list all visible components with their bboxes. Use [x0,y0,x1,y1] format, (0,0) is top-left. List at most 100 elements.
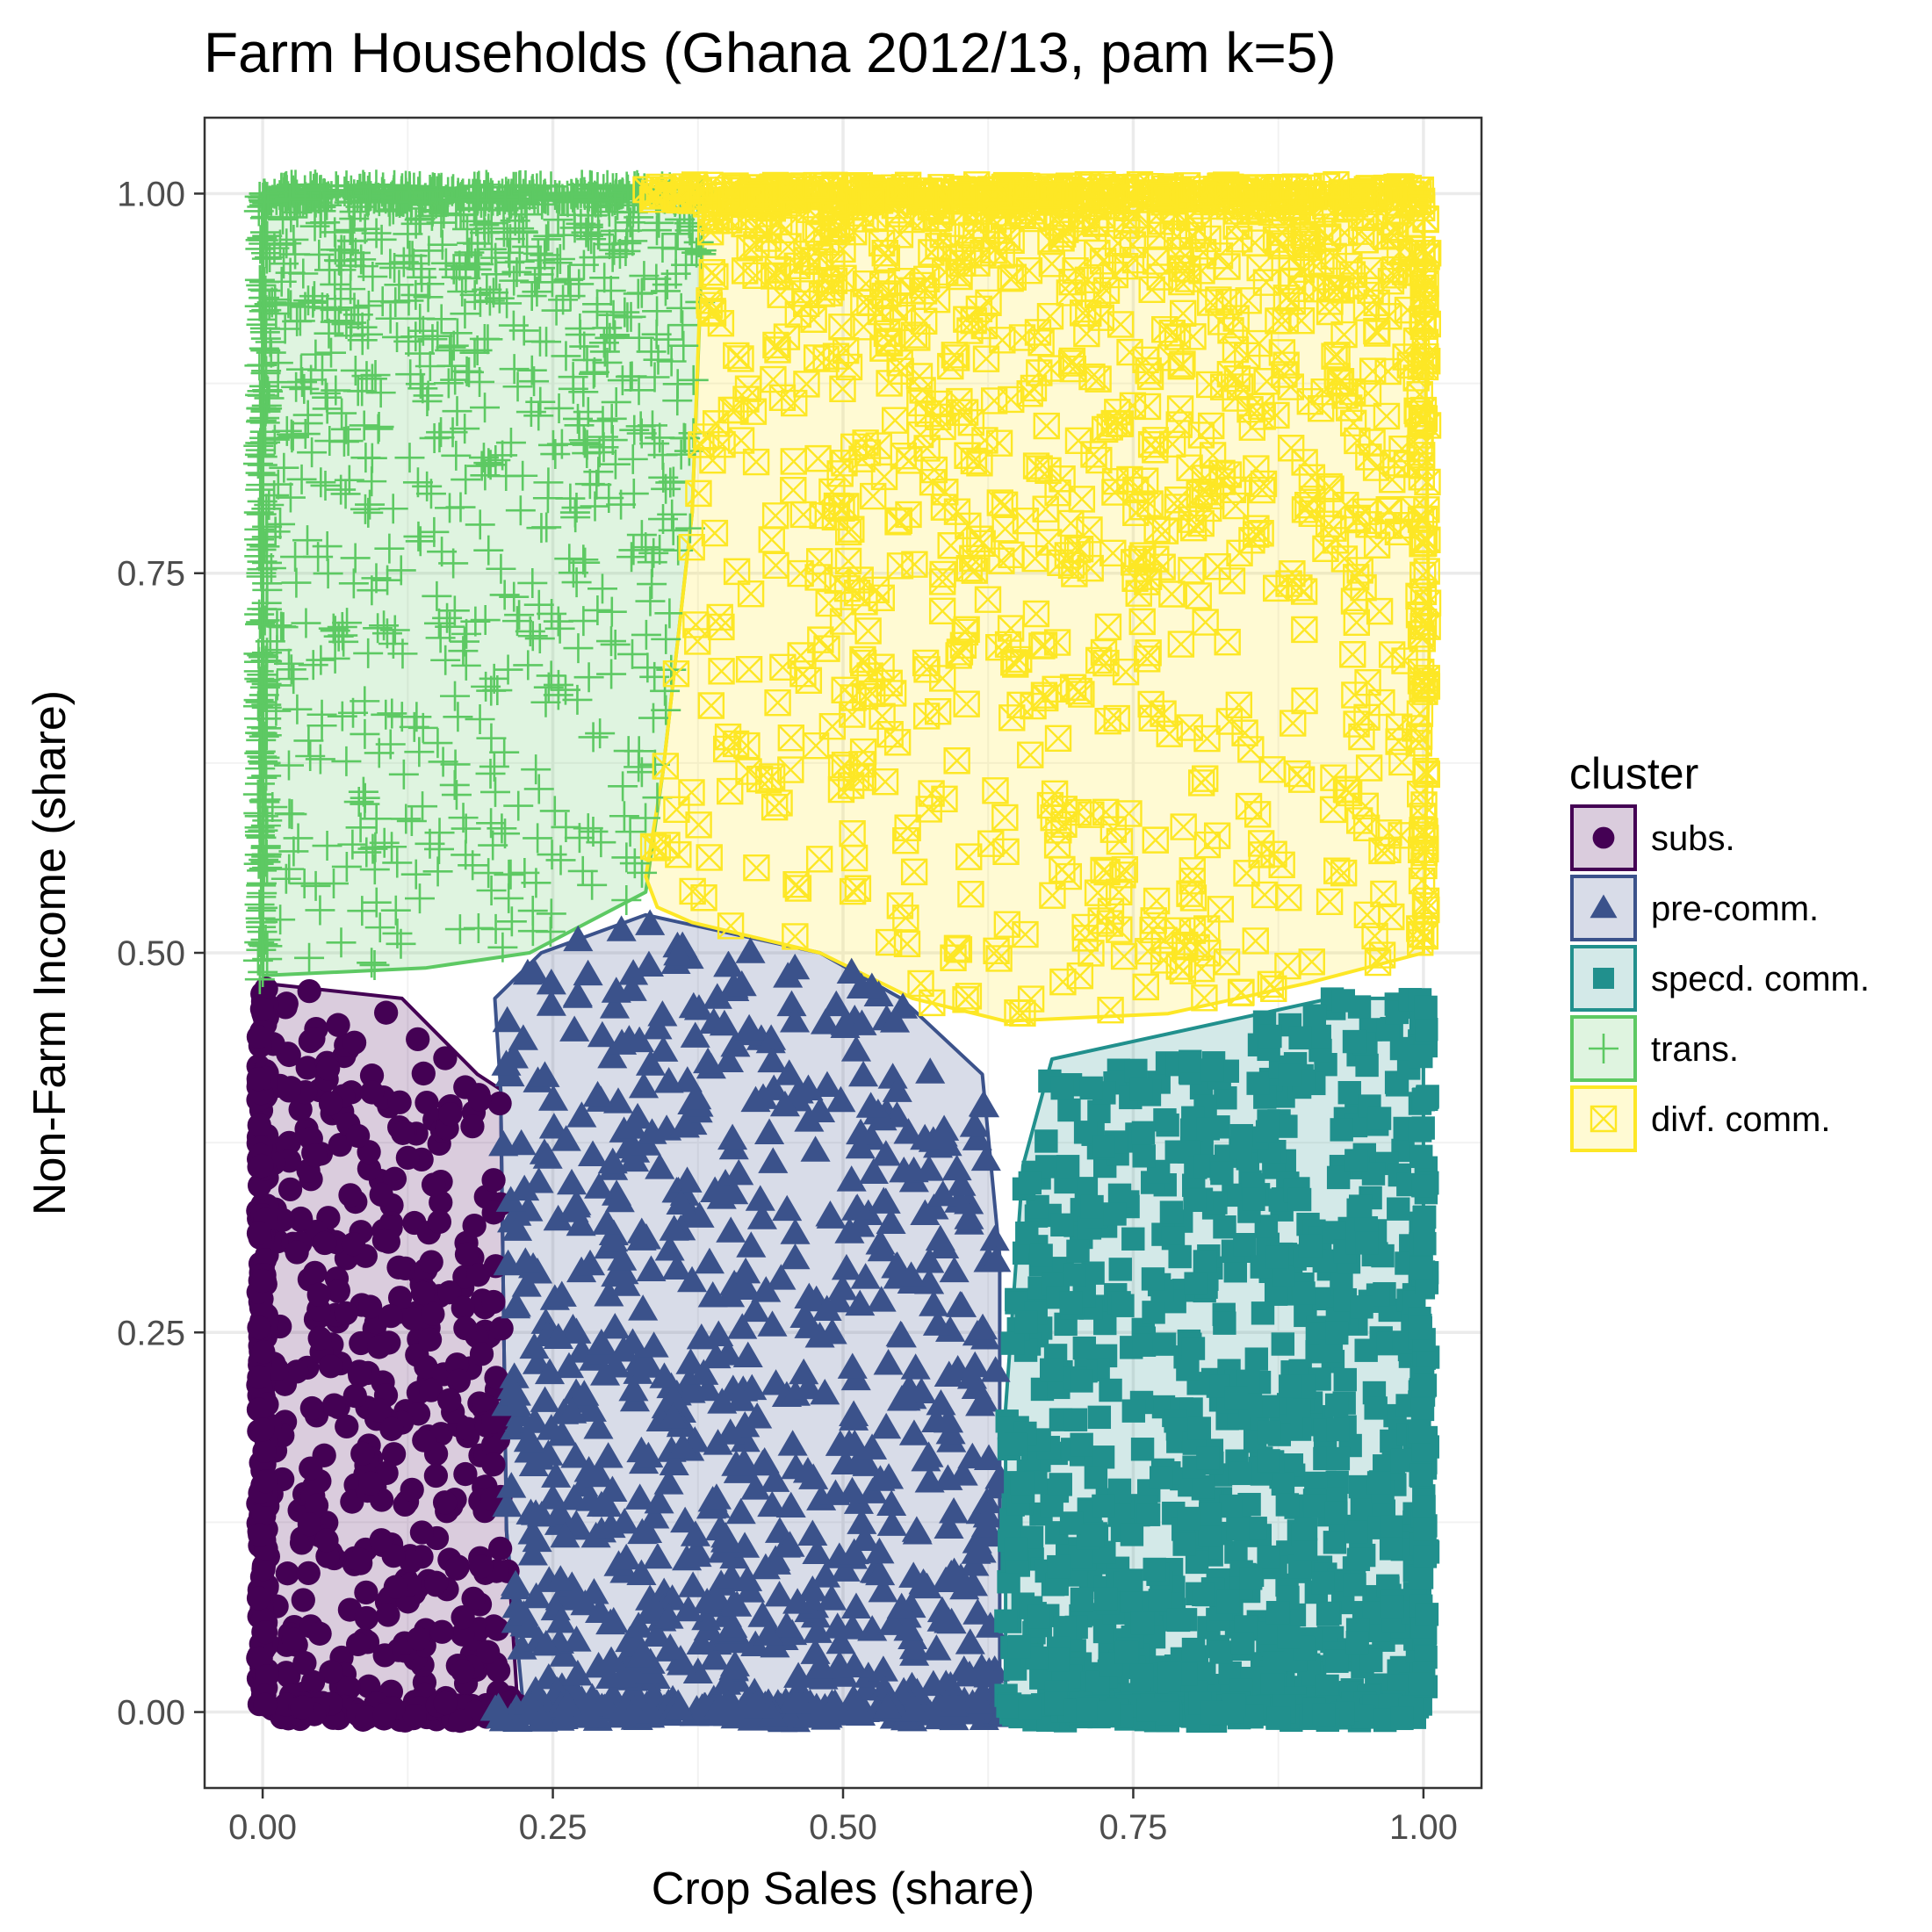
data-point [469,1554,494,1579]
data-point [1050,1076,1074,1100]
data-point [659,1215,689,1241]
data-point [451,1295,475,1321]
data-point [359,1063,385,1088]
data-point [607,1028,638,1055]
data-point [655,1633,686,1660]
data-point [933,1464,963,1490]
data-point [500,1573,530,1600]
data-point [1015,1221,1039,1245]
data-point [559,1584,590,1611]
data-point [1228,1461,1252,1486]
data-point [1311,1571,1335,1595]
data-point [1294,1538,1318,1561]
data-point [1018,1171,1042,1195]
data-point [886,1321,917,1348]
data-point [648,1035,679,1062]
data-point [288,1206,314,1231]
data-point [882,1076,912,1102]
data-point [1330,1118,1353,1142]
data-point [744,1691,775,1719]
data-point [677,1265,708,1293]
data-point [500,1292,531,1319]
data-point [1063,1408,1088,1431]
data-point [304,1493,329,1517]
data-point [1080,1524,1105,1547]
data-point [894,1373,925,1400]
data-point [858,1157,889,1184]
data-point [492,1006,523,1033]
data-point [1027,1604,1050,1629]
data-point [653,1067,684,1093]
data-point [710,1526,741,1553]
data-point [561,1626,592,1652]
data-point [1213,1311,1236,1335]
data-point [645,1153,675,1179]
data-point [517,1539,548,1566]
data-point [1226,1517,1250,1541]
data-point [432,1490,458,1515]
data-point [780,1218,811,1244]
data-point [334,1301,358,1326]
data-point [750,1553,781,1580]
data-point [871,1412,902,1439]
data-point [410,1280,436,1306]
data-point [519,1407,551,1433]
data-point [295,1056,320,1080]
data-point [955,1628,985,1654]
data-point [433,1046,458,1071]
data-point [873,1349,904,1375]
data-point [839,1538,869,1565]
data-point [843,1488,875,1514]
data-point [626,1224,657,1251]
data-point [1200,1700,1224,1725]
data-point [1415,1018,1438,1042]
data-point [1079,1076,1103,1100]
data-point [939,1497,970,1524]
data-point [627,1517,658,1545]
data-point [1271,1332,1295,1356]
data-point [289,1531,314,1555]
data-point [642,1542,673,1569]
data-point [812,1702,843,1728]
data-point [1413,1373,1438,1397]
data-point [845,1132,876,1159]
data-point [697,1281,728,1308]
data-point [1209,1640,1233,1664]
data-point [725,1385,756,1411]
data-point [658,1402,688,1429]
data-point [341,1231,366,1257]
data-point [523,1167,554,1193]
data-point [1056,1155,1080,1179]
data-point [692,1588,723,1614]
data-point [1408,1119,1432,1143]
data-point [438,1102,463,1127]
data-point [1040,1494,1063,1517]
data-point [585,1597,616,1623]
data-point [654,1235,685,1261]
data-point [1166,1608,1191,1633]
data-point [1049,1473,1072,1496]
data-point [908,1568,939,1595]
data-point [1046,1647,1070,1672]
data-point [898,1633,930,1660]
data-point [1246,1071,1270,1095]
data-point [840,1035,872,1062]
data-point [1333,1367,1357,1392]
data-point [780,1243,811,1270]
data-point [1410,1672,1434,1696]
data-point [927,1179,958,1207]
data-point [1255,1120,1280,1143]
data-point [915,1057,946,1084]
data-point [249,1153,274,1179]
data-point [1219,1494,1243,1518]
data-point [1364,1396,1388,1420]
data-point [597,1042,628,1069]
data-point [319,1660,343,1684]
data-point [601,977,631,1003]
data-point [830,1555,861,1582]
data-point [1288,1026,1312,1050]
data-point [383,1575,408,1599]
data-point [372,1702,397,1727]
data-point [253,1469,278,1494]
data-point [628,1071,660,1099]
